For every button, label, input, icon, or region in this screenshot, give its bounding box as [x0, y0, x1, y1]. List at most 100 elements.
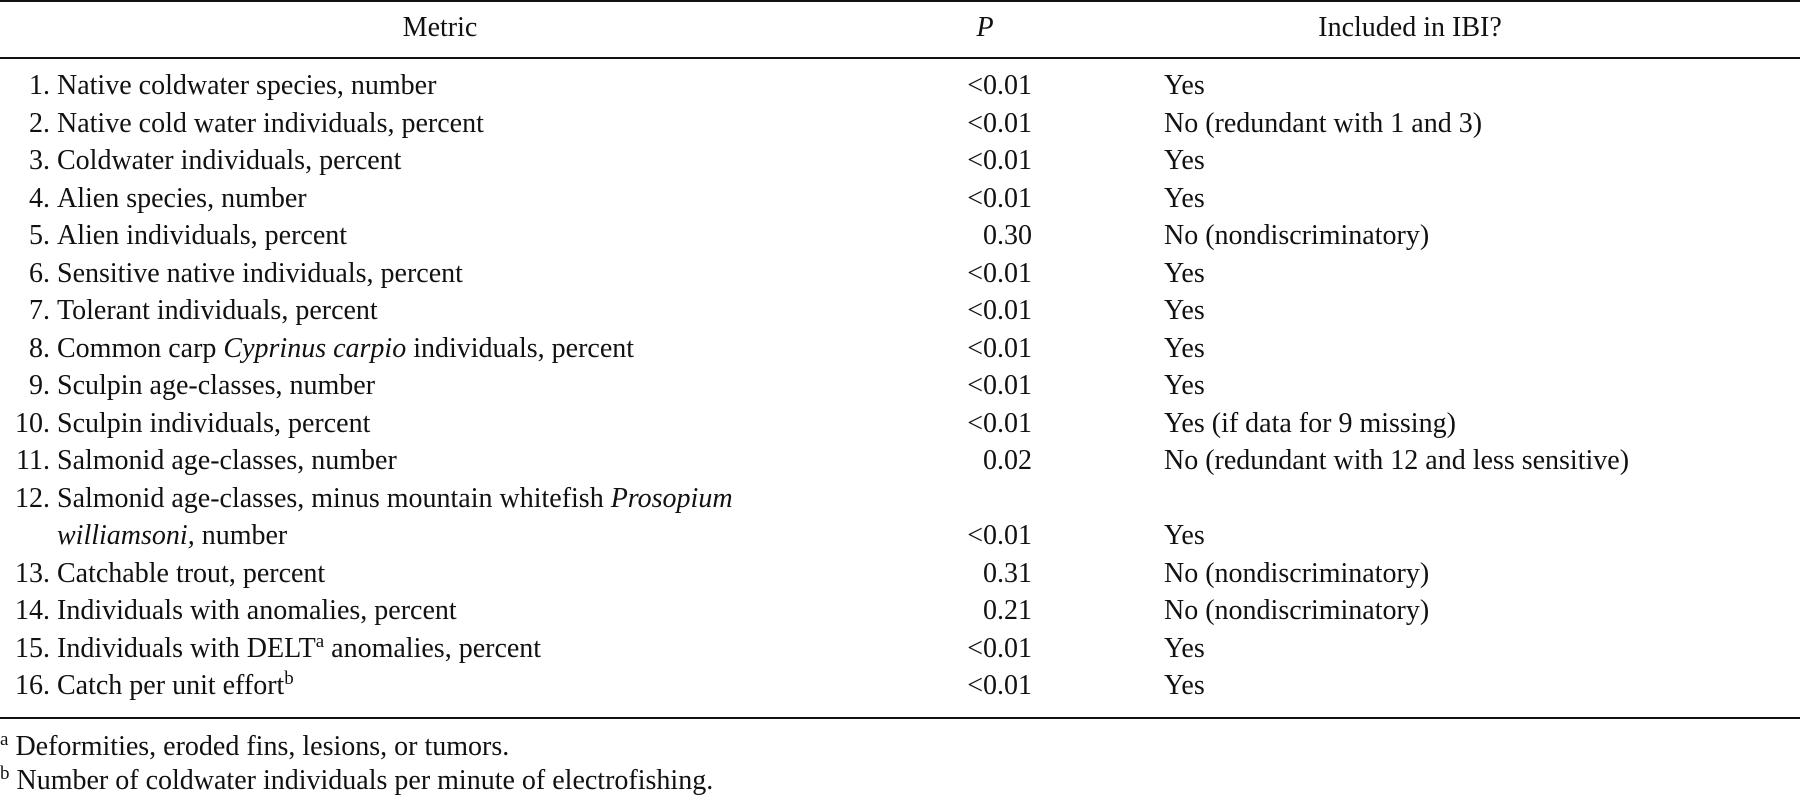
row-p-value: <0.01	[967, 70, 1032, 101]
row-number: 6.	[29, 257, 50, 289]
metric-text: Common carp	[57, 332, 224, 364]
row-number: 4.	[29, 182, 50, 214]
row-p-value: <0.01	[967, 107, 1032, 139]
row-metric: Sculpin age-classes, number	[57, 370, 376, 401]
table-row: 6. Sensitive native individuals, percent…	[0, 255, 1800, 293]
row-included: No (nondiscriminatory)	[1164, 595, 1430, 626]
species-name: Cyprinus carpio	[223, 332, 407, 364]
row-p-value: <0.01	[967, 632, 1032, 664]
row-metric: Individuals with DELTa anomalies, percen…	[57, 630, 897, 668]
footnote-text: Deformities, eroded fins, lesions, or tu…	[8, 731, 510, 762]
row-metric: Alien species, number	[57, 182, 307, 214]
row-number: 16.	[15, 670, 50, 701]
row-number: 7.	[29, 295, 50, 326]
table-row: 10. Sculpin individuals, percent <0.01 Y…	[0, 405, 1800, 443]
table-row: 3. Coldwater individuals, percent <0.01 …	[0, 142, 1800, 180]
row-metric: Tolerant individuals, percent	[57, 295, 378, 326]
row-metric: Common carp Cyprinus carpio individuals,…	[57, 330, 897, 368]
table-row: 5. Alien individuals, percent 0.30 No (n…	[0, 217, 1800, 255]
row-p-value: <0.01	[967, 182, 1032, 214]
row-metric: Salmonid age-classes, number	[57, 445, 397, 476]
metric-line-2: williamsoni, number	[57, 517, 897, 555]
row-included: Yes	[1164, 295, 1205, 326]
row-p-value: 0.21	[983, 595, 1032, 626]
metric-text: Salmonid age-classes, minus mountain whi…	[57, 482, 611, 514]
row-p-value: 0.02	[983, 445, 1032, 476]
row-included: Yes	[1164, 332, 1205, 364]
row-number: 12.	[15, 482, 50, 514]
row-p-value: 0.30	[983, 220, 1032, 251]
row-p-value: <0.01	[967, 370, 1032, 401]
row-included: No (nondiscriminatory)	[1164, 557, 1430, 589]
header-included: Included in IBI?	[1318, 12, 1502, 43]
table-row: 1. Native coldwater species, number <0.0…	[0, 67, 1800, 105]
table-row: 8. Common carp Cyprinus carpio individua…	[0, 330, 1800, 368]
row-metric: Individuals with anomalies, percent	[57, 595, 457, 626]
row-included: Yes (if data for 9 missing)	[1164, 407, 1456, 439]
row-p-value: <0.01	[967, 145, 1032, 176]
table-row: 4. Alien species, number <0.01 Yes	[0, 180, 1800, 218]
row-number: 2.	[29, 107, 50, 139]
table-row: 9. Sculpin age-classes, number <0.01 Yes	[0, 367, 1800, 405]
row-included: No (nondiscriminatory)	[1164, 220, 1430, 251]
row-included: Yes	[1164, 257, 1205, 289]
row-p-value: <0.01	[967, 670, 1032, 701]
footnote-text: Number of coldwater individuals per minu…	[9, 765, 714, 796]
header-p: P	[976, 12, 994, 43]
metric-text: Catch per unit effort	[57, 670, 285, 701]
row-number: 14.	[15, 595, 50, 626]
row-p-value: <0.01	[967, 295, 1032, 326]
row-included: Yes	[1164, 182, 1205, 214]
row-included: Yes	[1164, 632, 1205, 664]
row-metric: Catchable trout, percent	[57, 557, 326, 589]
row-number: 8.	[29, 332, 50, 364]
species-name: Prosopium	[610, 482, 733, 514]
row-metric: Catch per unit effortb	[57, 667, 897, 705]
row-p-value: <0.01	[967, 520, 1032, 551]
row-number: 3.	[29, 145, 50, 176]
metric-text: individuals, percent	[406, 332, 635, 364]
metric-text: number	[194, 520, 288, 551]
footnote-mark: a	[0, 729, 9, 750]
row-metric: Alien individuals, percent	[57, 220, 348, 251]
table-row: 15. Individuals with DELTa anomalies, pe…	[0, 630, 1800, 668]
row-p-value: <0.01	[967, 257, 1032, 289]
table-row: 14. Individuals with anomalies, percent …	[0, 592, 1800, 630]
footnote-ref: b	[284, 668, 294, 689]
table-row: 7. Tolerant individuals, percent <0.01 Y…	[0, 292, 1800, 330]
row-included: No (redundant with 1 and 3)	[1164, 107, 1483, 139]
row-included: Yes	[1164, 370, 1205, 401]
row-metric: Sculpin individuals, percent	[57, 407, 371, 439]
row-included: Yes	[1164, 145, 1205, 176]
species-name: williamsoni,	[57, 520, 195, 551]
row-p-value: <0.01	[967, 332, 1032, 364]
row-number: 11.	[16, 445, 50, 476]
bottom-rule	[0, 717, 1800, 719]
footnote-ref: a	[315, 630, 325, 652]
table-row: 11. Salmonid age-classes, number 0.02 No…	[0, 442, 1800, 480]
top-rule	[0, 0, 1800, 2]
row-p-value: 0.31	[983, 557, 1032, 589]
row-metric: Salmonid age-classes, minus mountain whi…	[57, 480, 897, 555]
row-included: No (redundant with 12 and less sensitive…	[1164, 445, 1630, 476]
footnote: a Deformities, eroded fins, lesions, or …	[0, 730, 509, 764]
table-row: 13. Catchable trout, percent 0.31 No (no…	[0, 555, 1800, 593]
header-metric: Metric	[402, 12, 478, 43]
row-metric: Sensitive native individuals, percent	[57, 257, 463, 289]
table-row: 16. Catch per unit effortb <0.01 Yes	[0, 667, 1800, 705]
row-p-value: <0.01	[967, 407, 1032, 439]
row-number: 5.	[29, 220, 50, 251]
footnote: b Number of coldwater individuals per mi…	[0, 764, 713, 798]
metric-text: Individuals with DELT	[57, 632, 316, 664]
table-row: 12. Salmonid age-classes, minus mountain…	[0, 480, 1800, 555]
row-metric: Native cold water individuals, percent	[57, 107, 484, 139]
row-included: Yes	[1164, 520, 1205, 551]
row-number: 9.	[29, 370, 50, 401]
header-rule	[0, 57, 1800, 59]
row-number: 15.	[15, 632, 50, 664]
row-number: 13.	[15, 557, 50, 589]
table-row: 2. Native cold water individuals, percen…	[0, 105, 1800, 143]
row-number: 10.	[15, 407, 50, 439]
metric-text: anomalies, percent	[324, 632, 542, 664]
